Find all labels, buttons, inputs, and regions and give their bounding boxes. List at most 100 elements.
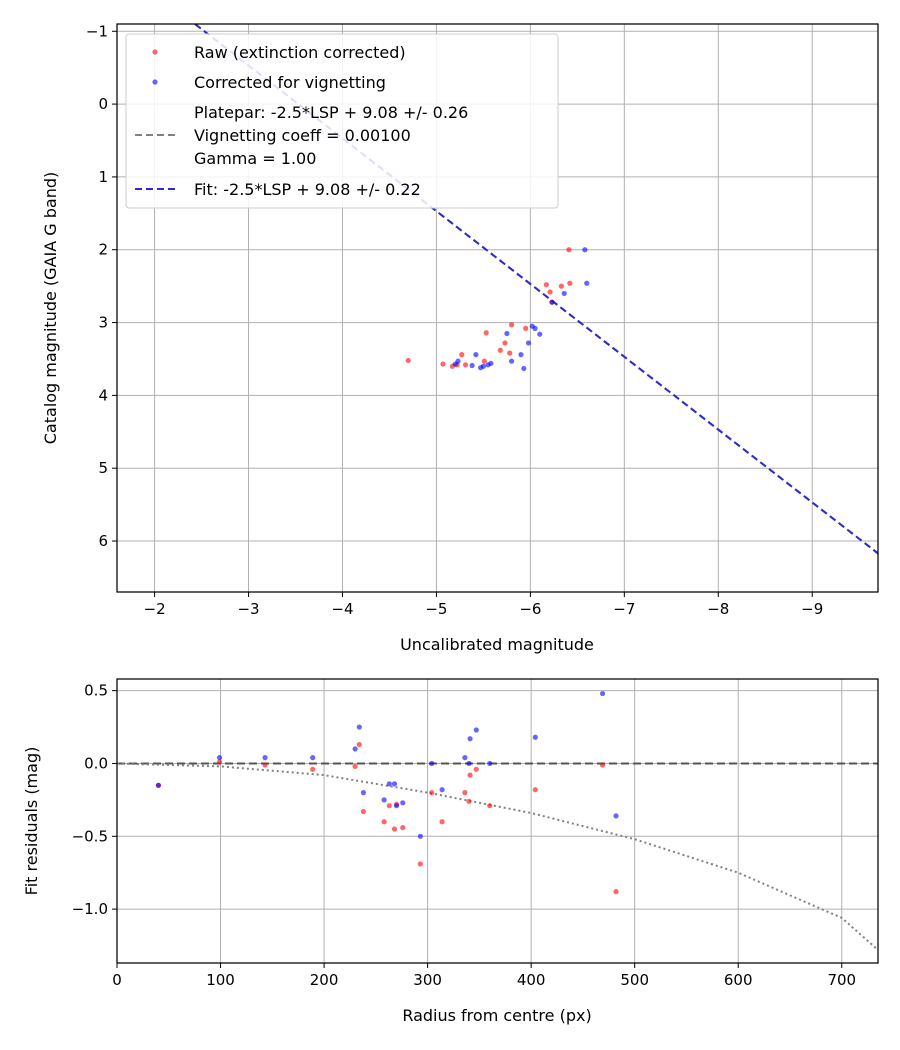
legend-platepar-label-1: Platepar: -2.5*LSP + 9.08 +/- 0.26: [194, 103, 468, 122]
y-tick-label: 2: [98, 241, 108, 259]
data-point: [487, 803, 493, 809]
data-point: [400, 824, 406, 831]
x-tick-label: −7: [613, 600, 635, 618]
data-point: [518, 352, 524, 358]
data-point: [508, 358, 515, 364]
top-ylabel: Catalog magnitude (GAIA G band): [41, 172, 60, 444]
data-point: [262, 762, 268, 768]
data-point: [481, 358, 487, 364]
bottom-ylabel: Fit residuals (mag): [22, 747, 41, 896]
legend-box: [125, 33, 559, 209]
y-tick-label: −0.5: [72, 827, 108, 845]
data-point: [356, 741, 362, 748]
x-tick-label: 0: [112, 971, 122, 989]
data-point: [440, 361, 446, 367]
legend-fit-label: Fit: -2.5*LSP + 9.08 +/- 0.22: [194, 180, 421, 199]
data-point: [488, 360, 494, 366]
data-point: [417, 833, 423, 839]
data-point: [386, 781, 392, 787]
data-point: [400, 800, 406, 806]
top-xlabel: Uncalibrated magnitude: [400, 635, 594, 654]
x-tick-label: 300: [413, 971, 442, 989]
y-tick-label: −1: [86, 22, 108, 40]
top-ticks: −2 −3 −4 −5 −6 −7 −8 −9 −1 0 1 2 3 4 5 6: [86, 22, 823, 618]
data-point: [599, 762, 606, 768]
data-point: [310, 766, 316, 772]
top-axes-frame: [116, 23, 879, 593]
data-point: [584, 280, 590, 286]
data-point: [497, 347, 503, 353]
top-points: [405, 247, 590, 372]
data-point: [386, 803, 392, 809]
data-point: [525, 340, 532, 346]
data-point: [567, 280, 573, 286]
bottom-axes-frame: [116, 678, 879, 964]
data-point: [502, 340, 508, 346]
bottom-points: [155, 690, 619, 895]
data-point: [613, 889, 619, 895]
data-point: [462, 790, 468, 796]
legend-platepar-label-2: Vignetting coeff = 0.00100: [194, 126, 411, 145]
data-point: [558, 283, 564, 289]
legend-raw-marker: [152, 49, 158, 55]
y-tick-label: 0: [98, 95, 108, 113]
x-tick-label: −8: [707, 600, 729, 618]
y-tick-label: 0.0: [84, 754, 108, 772]
vignetting-model-curve: [117, 762, 878, 951]
magnitude-plot: −2 −3 −4 −5 −6 −7 −8 −9 −1 0 1 2 3 4 5 6 Raw (extinctio…: [41, 22, 879, 654]
data-point: [352, 763, 358, 769]
data-point: [467, 772, 473, 778]
y-tick-label: 1: [98, 168, 108, 186]
x-tick-label: 400: [517, 971, 546, 989]
data-point: [532, 734, 538, 740]
data-point: [391, 826, 398, 832]
data-point: [547, 289, 553, 295]
x-tick-label: 600: [724, 971, 753, 989]
legend: Raw (extinction corrected) Corrected for…: [125, 33, 559, 209]
data-point: [483, 330, 489, 336]
data-point: [459, 352, 465, 358]
data-point: [360, 808, 367, 815]
data-point: [381, 797, 387, 803]
data-point: [262, 755, 268, 761]
bottom-ticks: 0 100 200 300 400 500 600 700 0.5 0.0 −0.5 −1.0: [72, 682, 857, 989]
bottom-grid: [116, 679, 878, 963]
data-point: [462, 755, 468, 761]
y-tick-label: −1.0: [72, 900, 108, 918]
data-point: [356, 724, 362, 730]
x-tick-label: 500: [620, 971, 649, 989]
data-point: [467, 736, 473, 742]
residuals-plot: 0 100 200 300 400 500 600 700 0.5 0.0 −0.5 −1.0 Rad…: [22, 678, 879, 1025]
x-tick-label: −3: [237, 600, 259, 618]
y-tick-label: 0.5: [84, 682, 108, 700]
legend-corrected-label: Corrected for vignetting: [194, 73, 386, 92]
data-point: [466, 760, 472, 767]
data-point: [504, 330, 510, 337]
data-point: [393, 803, 400, 809]
data-point: [216, 759, 223, 765]
legend-corrected-marker: [152, 79, 158, 85]
data-point: [480, 363, 487, 369]
data-point: [216, 755, 223, 761]
data-point: [532, 787, 538, 793]
data-point: [487, 760, 493, 767]
x-tick-label: −9: [801, 600, 823, 618]
data-point: [469, 362, 475, 369]
y-tick-label: 4: [98, 386, 108, 404]
data-point: [405, 357, 411, 364]
data-point: [473, 727, 479, 733]
data-point: [582, 247, 588, 253]
data-point: [381, 819, 387, 825]
y-tick-label: 6: [98, 532, 108, 550]
y-tick-label: 3: [98, 314, 108, 332]
data-point: [466, 798, 472, 804]
x-tick-label: 200: [310, 971, 339, 989]
data-point: [521, 365, 527, 372]
x-tick-label: −4: [331, 600, 353, 618]
data-point: [473, 766, 479, 772]
data-point: [566, 247, 572, 253]
data-point: [391, 781, 398, 787]
data-point: [352, 746, 358, 752]
data-point: [543, 282, 549, 288]
